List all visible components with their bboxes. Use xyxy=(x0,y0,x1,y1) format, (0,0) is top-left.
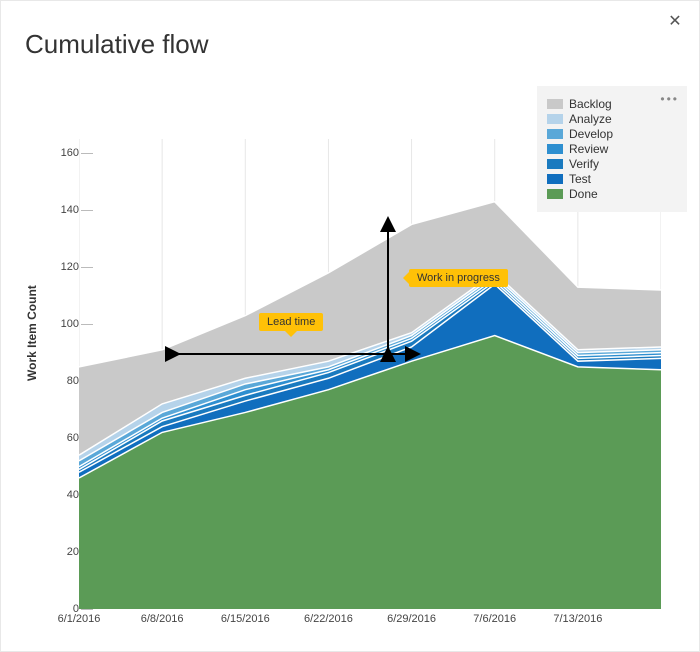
legend-label: Review xyxy=(569,142,608,156)
legend-panel: ••• BacklogAnalyzeDevelopReviewVerifyTes… xyxy=(537,86,687,212)
y-tick-label: 60 xyxy=(39,432,79,444)
legend-item: Analyze xyxy=(547,112,675,126)
legend-swatch xyxy=(547,144,563,154)
legend-item: Review xyxy=(547,142,675,156)
y-tick-label: 20 xyxy=(39,546,79,558)
legend-swatch xyxy=(547,174,563,184)
legend-item: Test xyxy=(547,172,675,186)
legend-item: Verify xyxy=(547,157,675,171)
y-tick-label: 120 xyxy=(39,261,79,273)
legend-item: Done xyxy=(547,187,675,201)
x-tick-label: 6/8/2016 xyxy=(141,613,184,625)
legend-label: Verify xyxy=(569,157,599,171)
legend-swatch xyxy=(547,159,563,169)
x-tick-label: 6/22/2016 xyxy=(304,613,353,625)
x-ticks: 6/1/20166/8/20166/15/20166/22/20166/29/2… xyxy=(79,613,661,633)
legend-label: Develop xyxy=(569,127,613,141)
legend-label: Test xyxy=(569,172,591,186)
close-icon: ✕ xyxy=(668,11,681,31)
legend-swatch xyxy=(547,129,563,139)
dialog-window: ✕ Cumulative flow ••• BacklogAnalyzeDeve… xyxy=(0,0,700,652)
legend-label: Backlog xyxy=(569,97,612,111)
callout-lead-time: Lead time xyxy=(259,313,323,331)
legend-swatch xyxy=(547,189,563,199)
close-button[interactable]: ✕ xyxy=(663,9,687,33)
y-tick-label: 160 xyxy=(39,147,79,159)
x-tick-label: 6/1/2016 xyxy=(58,613,101,625)
x-tick-label: 6/15/2016 xyxy=(221,613,270,625)
y-axis-label: Work Item Count xyxy=(25,285,39,381)
x-tick-label: 6/29/2016 xyxy=(387,613,436,625)
legend-item: Backlog xyxy=(547,97,675,111)
legend-label: Analyze xyxy=(569,112,612,126)
more-icon[interactable]: ••• xyxy=(660,92,679,106)
dialog-title: Cumulative flow xyxy=(25,29,209,60)
y-tick-label: 80 xyxy=(39,375,79,387)
legend-label: Done xyxy=(569,187,598,201)
legend-swatch xyxy=(547,114,563,124)
x-tick-label: 7/6/2016 xyxy=(473,613,516,625)
callout-work-in-progress: Work in progress xyxy=(409,269,508,287)
x-tick-label: 7/13/2016 xyxy=(553,613,602,625)
y-ticks: 020406080100120140160 xyxy=(39,139,79,609)
legend-item: Develop xyxy=(547,127,675,141)
y-tick-label: 140 xyxy=(39,204,79,216)
y-tick-label: 100 xyxy=(39,318,79,330)
y-tick-label: 40 xyxy=(39,489,79,501)
legend-swatch xyxy=(547,99,563,109)
